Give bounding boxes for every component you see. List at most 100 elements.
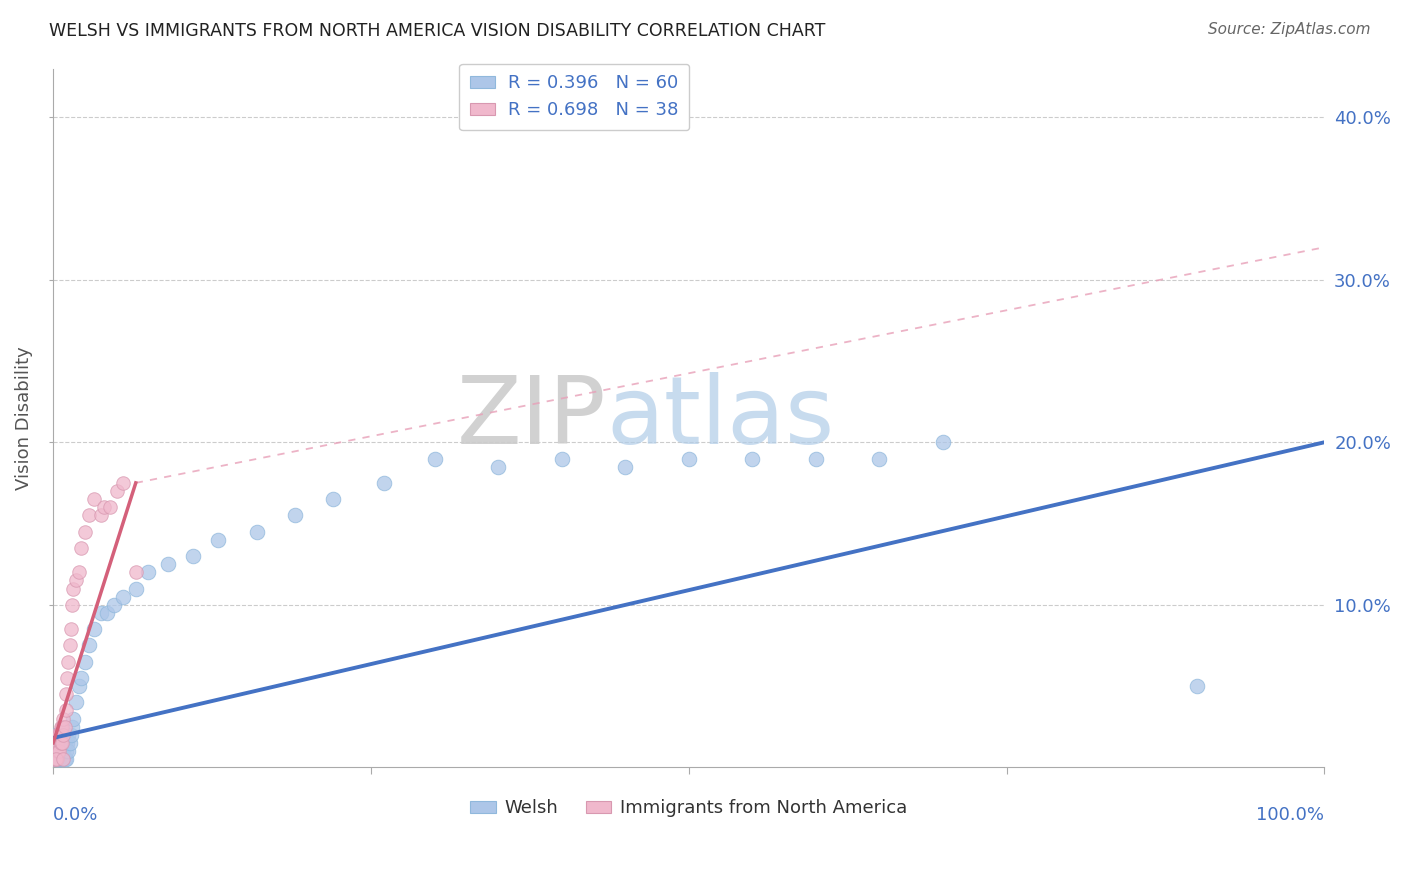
Point xyxy=(105,483,128,498)
Point xyxy=(83,622,105,636)
Point xyxy=(90,508,112,523)
Point xyxy=(207,533,229,547)
Point xyxy=(45,744,67,758)
Point xyxy=(1187,679,1209,693)
Point xyxy=(614,459,637,474)
Point xyxy=(60,598,83,612)
Text: 0.0%: 0.0% xyxy=(53,805,98,823)
Point xyxy=(53,736,76,750)
Point xyxy=(93,500,115,515)
Point xyxy=(112,475,135,490)
Point xyxy=(48,736,70,750)
Point xyxy=(56,671,79,685)
Point xyxy=(49,744,72,758)
Point xyxy=(59,622,82,636)
Point xyxy=(49,720,72,734)
Point xyxy=(51,736,73,750)
Point xyxy=(46,752,69,766)
Point xyxy=(59,639,82,653)
Point xyxy=(49,728,72,742)
Point xyxy=(52,728,75,742)
Point xyxy=(67,679,90,693)
Point xyxy=(103,598,125,612)
Point xyxy=(48,728,70,742)
Point xyxy=(804,451,827,466)
Point xyxy=(125,566,148,580)
Point xyxy=(46,728,69,742)
Point xyxy=(58,728,80,742)
Legend: Welsh, Immigrants from North America: Welsh, Immigrants from North America xyxy=(463,792,914,824)
Point xyxy=(53,752,76,766)
Point xyxy=(48,744,70,758)
Point xyxy=(45,736,67,750)
Point xyxy=(138,566,160,580)
Point xyxy=(51,752,73,766)
Point xyxy=(53,720,76,734)
Point xyxy=(52,752,75,766)
Point xyxy=(77,508,100,523)
Point xyxy=(48,744,70,758)
Point xyxy=(55,744,77,758)
Point xyxy=(932,435,955,450)
Point xyxy=(45,728,67,742)
Point xyxy=(48,752,70,766)
Y-axis label: Vision Disability: Vision Disability xyxy=(15,346,32,490)
Point xyxy=(70,671,93,685)
Point xyxy=(59,728,82,742)
Point xyxy=(51,736,73,750)
Point xyxy=(59,736,82,750)
Point xyxy=(49,736,72,750)
Point xyxy=(46,744,69,758)
Point xyxy=(83,492,105,507)
Point xyxy=(51,720,73,734)
Point xyxy=(73,655,96,669)
Text: 100.0%: 100.0% xyxy=(1257,805,1324,823)
Point xyxy=(55,687,77,701)
Point xyxy=(46,744,69,758)
Point xyxy=(46,752,69,766)
Point xyxy=(65,695,87,709)
Point xyxy=(741,451,763,466)
Point xyxy=(245,524,267,539)
Point xyxy=(45,728,67,742)
Point xyxy=(65,574,87,588)
Point xyxy=(46,728,69,742)
Point xyxy=(58,655,80,669)
Point xyxy=(46,752,69,766)
Point xyxy=(44,752,66,766)
Point xyxy=(45,752,67,766)
Point xyxy=(67,566,90,580)
Point xyxy=(156,557,179,571)
Point xyxy=(284,508,307,523)
Text: atlas: atlas xyxy=(606,372,834,464)
Point xyxy=(46,728,69,742)
Point xyxy=(58,744,80,758)
Point xyxy=(45,752,67,766)
Point xyxy=(49,752,72,766)
Point xyxy=(112,590,135,604)
Point xyxy=(73,524,96,539)
Point xyxy=(90,606,112,620)
Point xyxy=(322,492,344,507)
Point xyxy=(56,736,79,750)
Text: WELSH VS IMMIGRANTS FROM NORTH AMERICA VISION DISABILITY CORRELATION CHART: WELSH VS IMMIGRANTS FROM NORTH AMERICA V… xyxy=(49,22,825,40)
Text: Source: ZipAtlas.com: Source: ZipAtlas.com xyxy=(1208,22,1371,37)
Point xyxy=(373,475,395,490)
Point xyxy=(46,744,69,758)
Point xyxy=(125,582,148,596)
Point xyxy=(98,500,121,515)
Point xyxy=(181,549,204,563)
Point xyxy=(46,736,69,750)
Point xyxy=(423,451,446,466)
Point xyxy=(678,451,700,466)
Point xyxy=(55,703,77,717)
Point xyxy=(550,451,572,466)
Point xyxy=(52,752,75,766)
Point xyxy=(70,541,93,555)
Point xyxy=(869,451,891,466)
Point xyxy=(52,744,75,758)
Point xyxy=(486,459,509,474)
Point xyxy=(62,582,84,596)
Point xyxy=(62,712,84,726)
Point xyxy=(52,712,75,726)
